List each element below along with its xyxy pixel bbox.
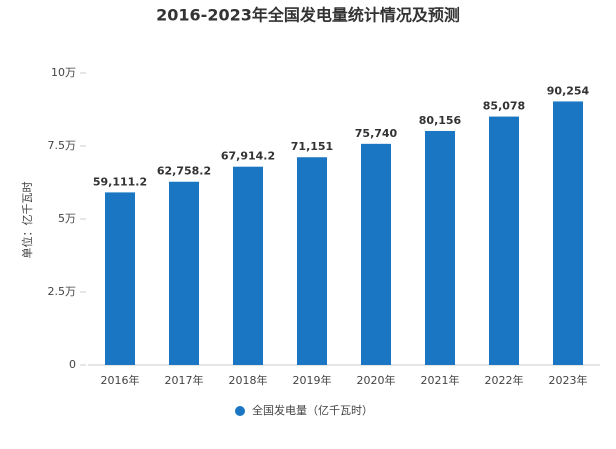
x-tick-label: 2023年	[549, 373, 588, 387]
bar	[169, 181, 199, 365]
bar	[553, 101, 583, 366]
x-tick-label: 2021年	[421, 373, 460, 387]
bar	[233, 166, 263, 365]
bar	[105, 192, 135, 365]
bar	[489, 116, 519, 366]
data-label: 67,914.2	[221, 150, 275, 163]
bar	[361, 143, 391, 365]
legend-marker	[235, 406, 245, 416]
x-tick-label: 2022年	[485, 373, 524, 387]
bar	[425, 130, 455, 365]
x-tick-label: 2017年	[165, 373, 204, 387]
x-tick-label: 2019年	[293, 373, 332, 387]
x-tick-label: 2020年	[357, 373, 396, 387]
y-tick-label: 10万	[51, 66, 76, 79]
legend-label: 全国发电量（亿千瓦时）	[252, 403, 373, 417]
data-label: 71,151	[291, 140, 333, 153]
y-tick-label: 2.5万	[48, 285, 77, 298]
y-tick-label: 5万	[58, 212, 76, 225]
data-label: 85,078	[483, 100, 525, 113]
data-label: 59,111.2	[93, 175, 147, 188]
x-tick-label: 2018年	[229, 373, 268, 387]
data-label: 62,758.2	[157, 165, 211, 178]
y-axis-label: 单位：亿千瓦时	[20, 182, 34, 259]
data-label: 90,254	[547, 84, 590, 97]
bar	[297, 157, 327, 365]
chart-title: 2016-2023年全国发电量统计情况及预测	[156, 6, 460, 25]
y-tick-label: 0	[69, 358, 76, 371]
data-label: 75,740	[355, 127, 398, 140]
data-label: 80,156	[419, 114, 462, 127]
x-tick-label: 2016年	[101, 373, 140, 387]
y-tick-label: 7.5万	[48, 139, 77, 152]
